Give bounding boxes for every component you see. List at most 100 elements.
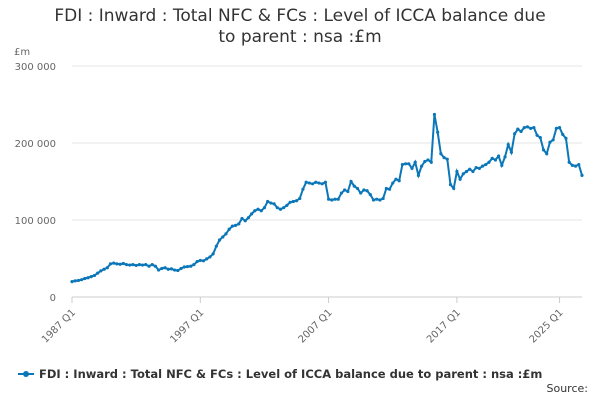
data-point [192,263,196,267]
data-point [115,262,119,266]
data-point [262,206,267,210]
data-point [339,191,344,195]
data-point [278,207,283,211]
data-point [256,207,260,211]
data-point [307,181,311,185]
data-point [535,133,539,137]
data-point [557,126,562,130]
data-point [561,132,565,137]
data-point [112,261,116,265]
data-point [195,259,199,264]
data-point [179,266,183,271]
data-point [541,148,546,152]
data-point [333,197,337,201]
data-point [378,198,382,202]
data-point [76,278,81,283]
data-point [243,219,247,223]
chart-title-line-2: to parent : nsa :£m [218,27,382,47]
data-point [291,199,295,204]
data-point [128,263,132,267]
data-point [416,173,421,177]
data-point [570,163,574,167]
data-point [509,150,514,154]
legend-label: FDI : Inward : Total NFC & FCs : Level o… [39,367,543,381]
data-point [102,267,106,271]
data-point [420,164,424,168]
data-point [230,224,234,228]
data-point [551,138,555,142]
data-point [577,162,581,167]
x-tick-label: 2025 Q1 [528,307,566,345]
data-point [503,155,507,159]
data-point [80,278,84,282]
data-point [336,197,340,201]
data-point [461,172,465,176]
legend: FDI : Inward : Total NFC & FCs : Level o… [18,367,542,381]
data-point [368,192,372,197]
data-point [118,262,122,266]
data-point [464,169,469,174]
data-point [522,126,526,130]
data-point [150,263,154,267]
data-point [294,199,299,203]
data-point [384,186,388,191]
data-point [160,266,164,271]
legend-line-marker-icon [18,371,34,377]
data-point [157,268,161,272]
data-point [359,191,363,195]
data-point [529,126,533,130]
data-point [198,258,202,263]
data-point [349,179,353,184]
data-point [221,235,225,239]
data-point [237,222,241,226]
data-point [205,257,209,261]
data-point [250,212,254,216]
data-point [323,180,327,184]
data-point [208,255,212,259]
data-point [147,264,151,268]
data-point [288,200,292,204]
data-point [259,209,263,213]
data-point [166,267,170,271]
data-point [516,127,520,131]
data-point [532,126,536,130]
data-point [413,160,417,164]
data-point [224,232,228,236]
data-point [458,177,462,181]
data-point [227,227,231,231]
gridlines [72,65,582,221]
data-point [144,263,148,267]
data-point [477,166,481,171]
data-point [455,169,459,174]
data-point [355,186,360,191]
data-point [525,125,530,129]
data-point [314,180,318,184]
data-point [442,156,446,160]
data-point [439,152,443,156]
data-point [134,263,138,268]
x-tick-label: 2017 Q1 [425,307,463,345]
data-point [99,269,103,273]
data-point [121,261,125,266]
data-point [233,223,238,227]
data-point [490,156,494,160]
data-point [92,273,97,278]
y-tick-label: 300 000 [15,62,56,73]
data-point [304,180,308,184]
y-tick-label: 0 [50,293,56,304]
data-point [429,160,433,164]
data-point [163,266,167,270]
data-point [410,166,414,171]
data-point [471,169,475,174]
data-point [272,202,276,206]
data-point [500,163,504,167]
data-point [484,162,488,167]
data-point [211,252,215,256]
data-point [436,130,440,134]
data-point [275,206,279,210]
series-points [70,112,584,284]
data-point [381,196,385,201]
x-tick-label: 2007 Q1 [297,307,335,345]
data-point [506,142,510,147]
